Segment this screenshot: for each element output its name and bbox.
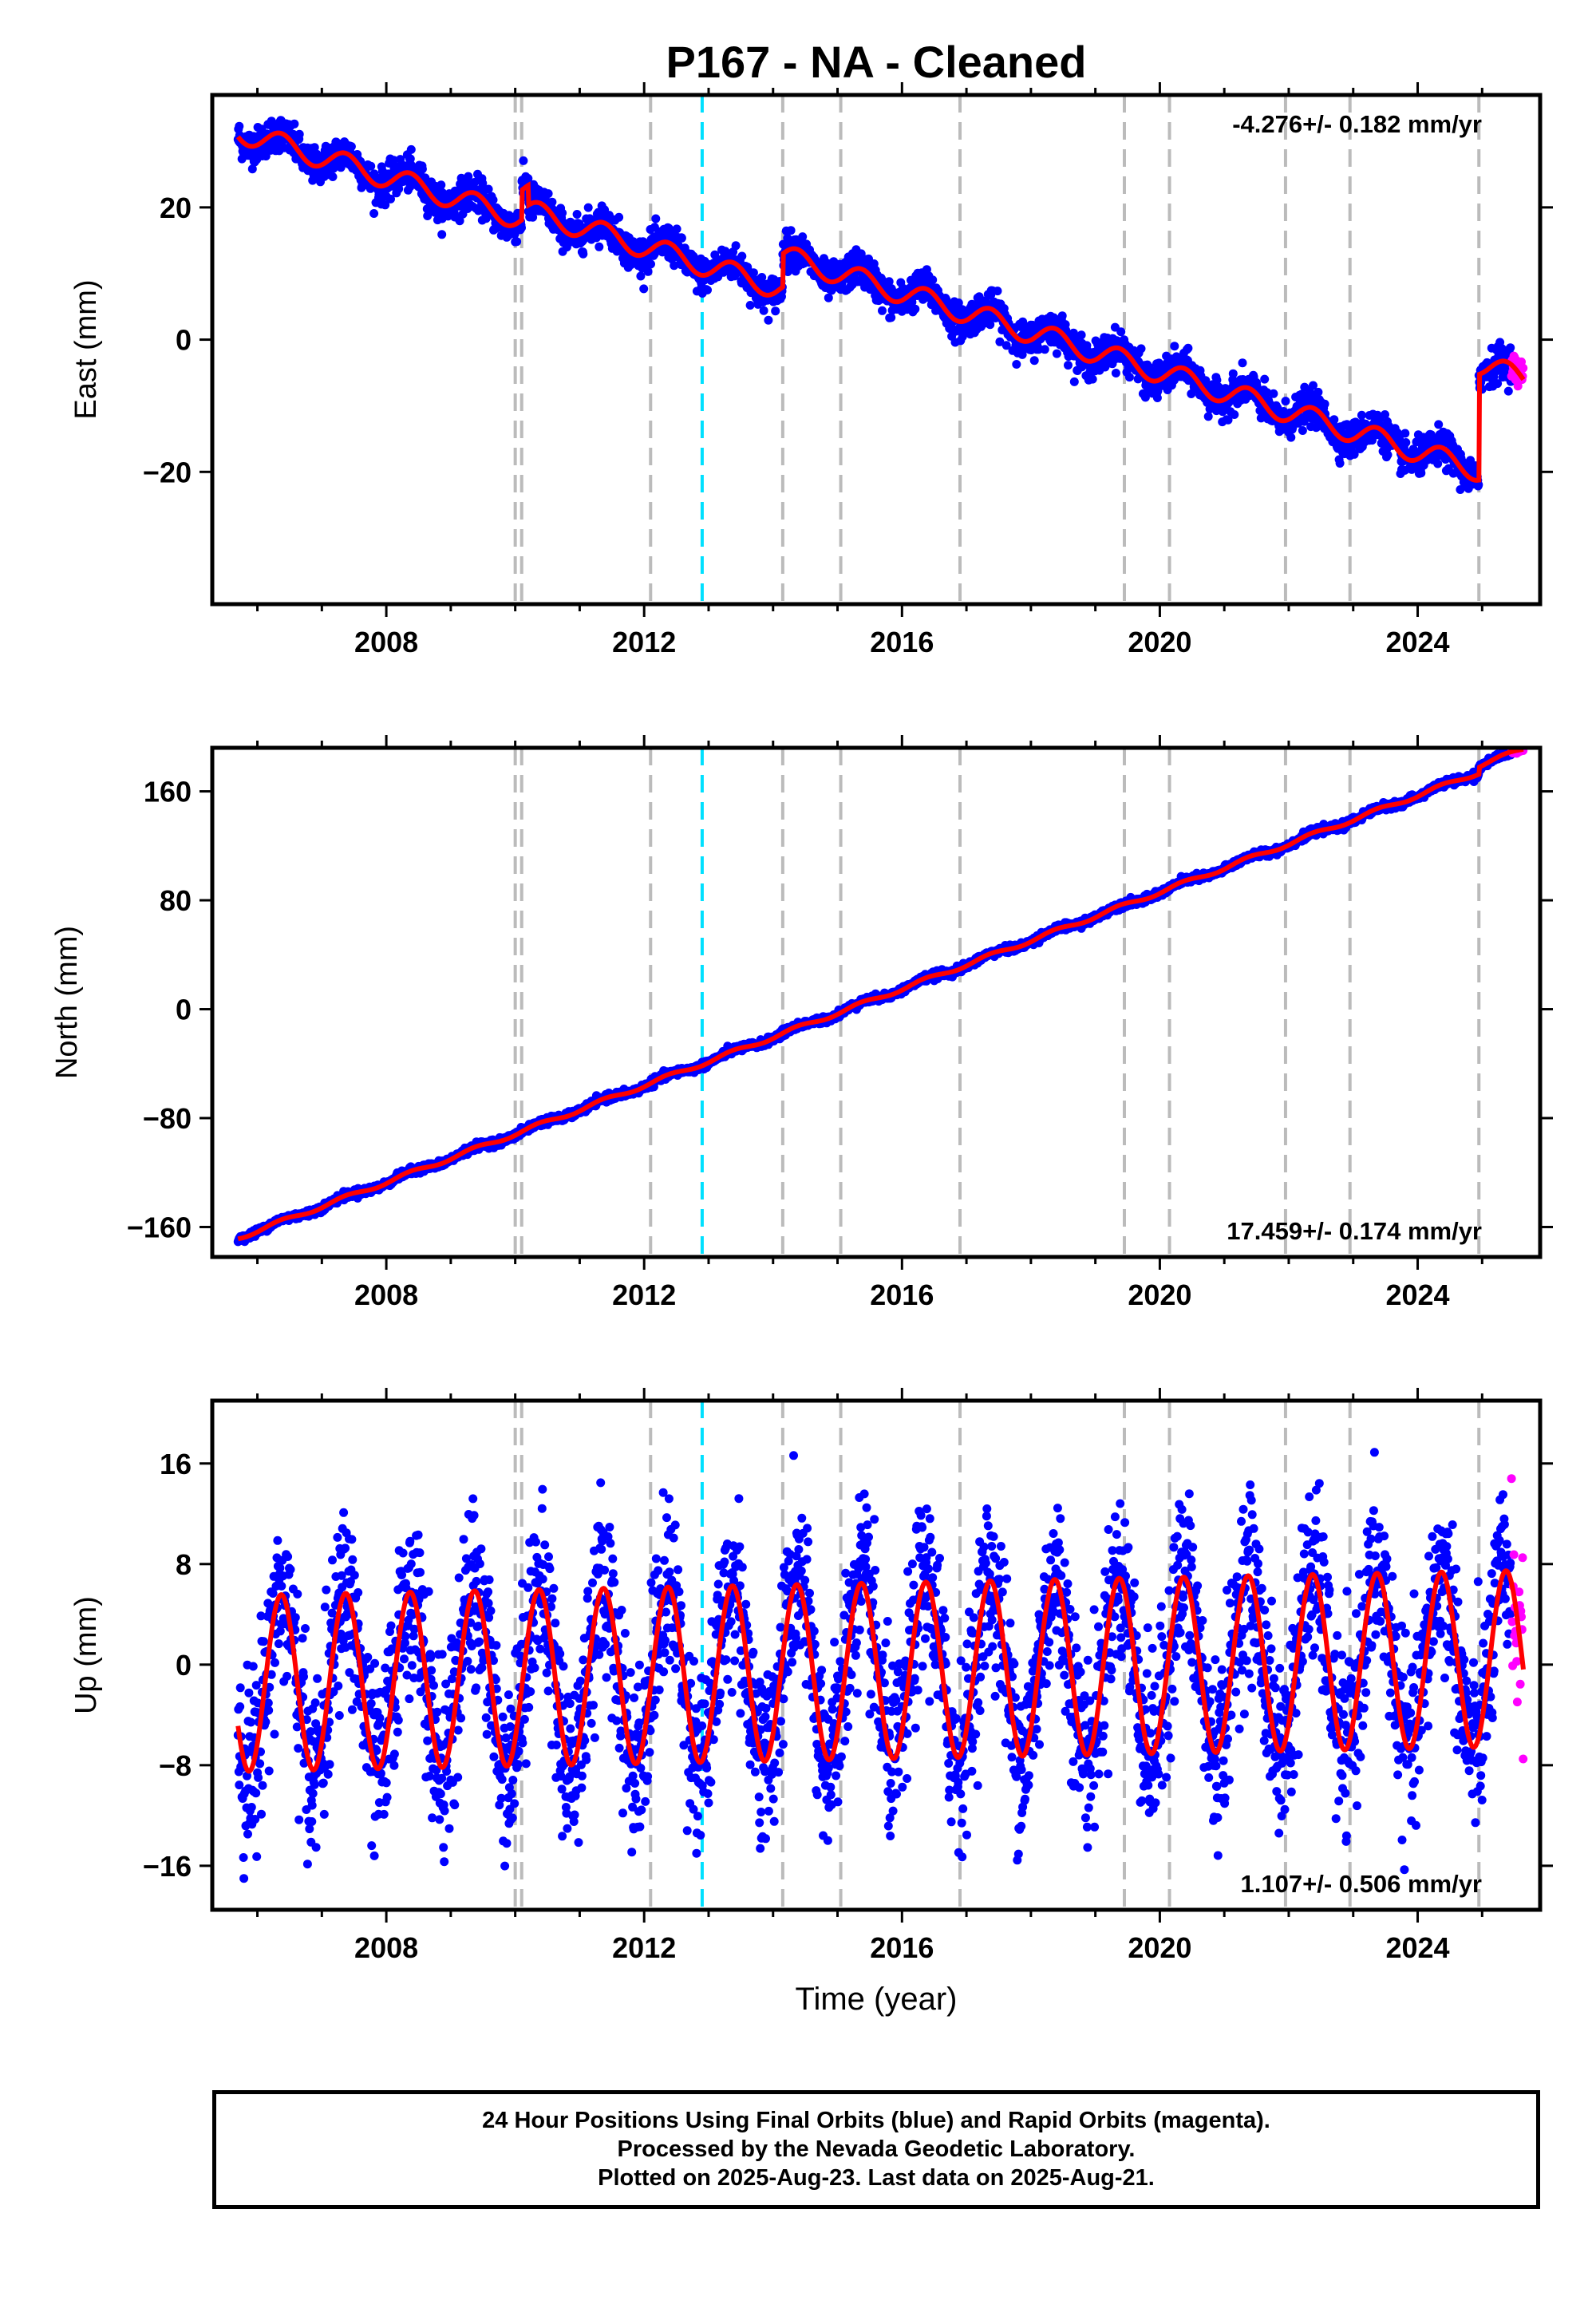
data-point xyxy=(290,120,298,128)
data-point xyxy=(911,305,919,314)
y-tick-label: 0 xyxy=(176,324,192,357)
final-orbit-points xyxy=(234,745,1515,1246)
data-point xyxy=(295,130,304,139)
data-point xyxy=(1170,342,1179,350)
data-point xyxy=(579,250,587,259)
data-point xyxy=(1204,412,1213,421)
data-point xyxy=(1030,356,1039,365)
data-point xyxy=(1282,397,1290,405)
data-point xyxy=(1137,344,1146,353)
data-point xyxy=(1329,415,1338,424)
data-point xyxy=(1116,327,1125,336)
data-point xyxy=(1260,375,1269,384)
data-point xyxy=(760,306,768,315)
y-tick-label: 20 xyxy=(160,192,192,224)
data-point xyxy=(764,316,772,325)
plot-area xyxy=(234,95,1527,604)
data-point xyxy=(1433,460,1442,468)
data-point xyxy=(519,156,527,165)
data-point xyxy=(824,294,833,302)
final-orbit-points xyxy=(234,116,1515,494)
data-point xyxy=(437,180,445,189)
data-point xyxy=(639,284,648,293)
data-point xyxy=(347,142,356,151)
data-point xyxy=(1238,358,1247,367)
data-point xyxy=(1053,350,1061,358)
panel-1: 2008 2012 2016 2020 2024 20 0 −20 East (mm) -4.27… xyxy=(69,37,1553,658)
data-point xyxy=(1183,344,1192,353)
data-point xyxy=(614,213,623,222)
data-point xyxy=(1229,370,1238,378)
x-tick-label: 2012 xyxy=(612,626,676,658)
data-point xyxy=(1230,410,1238,419)
data-point xyxy=(1112,369,1120,377)
data-point xyxy=(1504,387,1513,396)
data-point xyxy=(1384,450,1393,459)
data-point xyxy=(1058,311,1067,320)
x-tick-label: 2024 xyxy=(1385,626,1449,658)
data-point xyxy=(369,209,378,218)
data-point xyxy=(366,162,375,171)
data-point xyxy=(732,241,741,250)
data-point xyxy=(1041,345,1049,354)
data-point xyxy=(703,286,712,294)
data-point xyxy=(1286,433,1295,442)
data-point xyxy=(1357,411,1366,420)
data-point xyxy=(746,301,755,310)
data-point xyxy=(878,306,887,315)
data-point xyxy=(558,208,567,217)
data-point xyxy=(994,287,1002,295)
data-point xyxy=(1321,400,1329,409)
data-point xyxy=(928,275,937,284)
data-point xyxy=(235,122,243,131)
plot-area xyxy=(234,740,1527,1257)
data-point xyxy=(1070,377,1079,386)
data-point xyxy=(1125,373,1134,381)
data-point xyxy=(1012,360,1021,369)
data-point xyxy=(418,164,427,173)
data-point xyxy=(771,306,780,315)
data-point xyxy=(512,237,521,246)
data-point xyxy=(646,259,655,268)
x-tick-label: 2016 xyxy=(870,626,934,658)
data-point xyxy=(437,230,446,239)
data-point xyxy=(678,234,686,243)
data-point xyxy=(1416,468,1425,477)
data-point xyxy=(1064,361,1073,370)
data-point xyxy=(1336,459,1345,468)
rate-label: -4.276+/- 0.182 mm/yr xyxy=(1232,110,1482,138)
x-tick-label: 2008 xyxy=(354,626,418,658)
data-point xyxy=(595,243,603,251)
data-point xyxy=(737,252,746,261)
data-point xyxy=(544,189,553,198)
y-tick-label: −20 xyxy=(143,456,192,488)
data-point xyxy=(547,198,556,207)
chart-title: P167 - NA - Cleaned xyxy=(666,37,1087,87)
data-point xyxy=(1088,375,1097,384)
data-point xyxy=(636,272,645,281)
data-point xyxy=(1401,438,1410,447)
data-point xyxy=(1506,343,1515,352)
data-point xyxy=(489,196,498,204)
data-point xyxy=(651,215,660,223)
data-point xyxy=(673,224,681,233)
data-point xyxy=(573,210,582,219)
data-point xyxy=(644,267,653,276)
data-point xyxy=(1298,426,1307,435)
data-point xyxy=(407,145,416,154)
data-point xyxy=(1434,420,1443,429)
data-point xyxy=(1314,388,1322,397)
data-point xyxy=(1077,330,1086,339)
data-point xyxy=(1400,429,1409,438)
data-point xyxy=(329,172,338,181)
y-axis-label: East (mm) xyxy=(69,279,103,419)
data-point xyxy=(584,204,593,212)
x-tick-label: 2020 xyxy=(1128,626,1191,658)
data-point xyxy=(1269,389,1278,398)
data-point xyxy=(787,226,796,235)
